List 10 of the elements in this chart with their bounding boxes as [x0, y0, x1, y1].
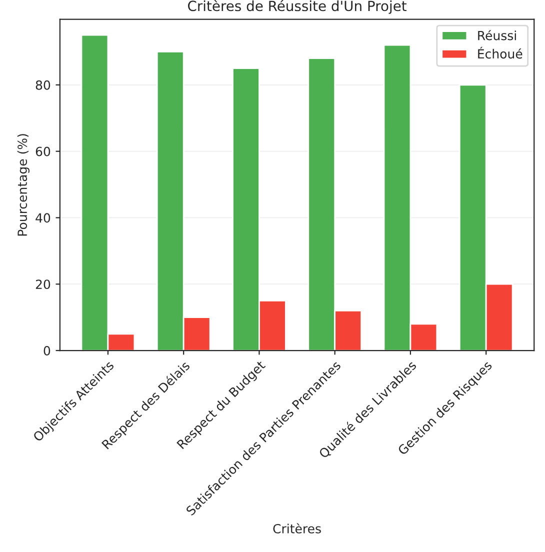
x-axis-title: Critères	[273, 523, 321, 534]
y-tick-label: 40	[36, 213, 50, 223]
y-axis-title: Pourcentage (%)	[17, 134, 30, 236]
legend-label: Réussi	[478, 30, 516, 40]
y-tick-label: 80	[36, 80, 50, 90]
chart-title: Critères de Réussite d'Un Projet	[188, 0, 407, 14]
legend-label: Échoué	[478, 46, 522, 59]
y-tick-label: 60	[36, 146, 50, 156]
y-tick-label: 20	[36, 280, 50, 290]
y-tick-label: 0	[44, 346, 50, 356]
